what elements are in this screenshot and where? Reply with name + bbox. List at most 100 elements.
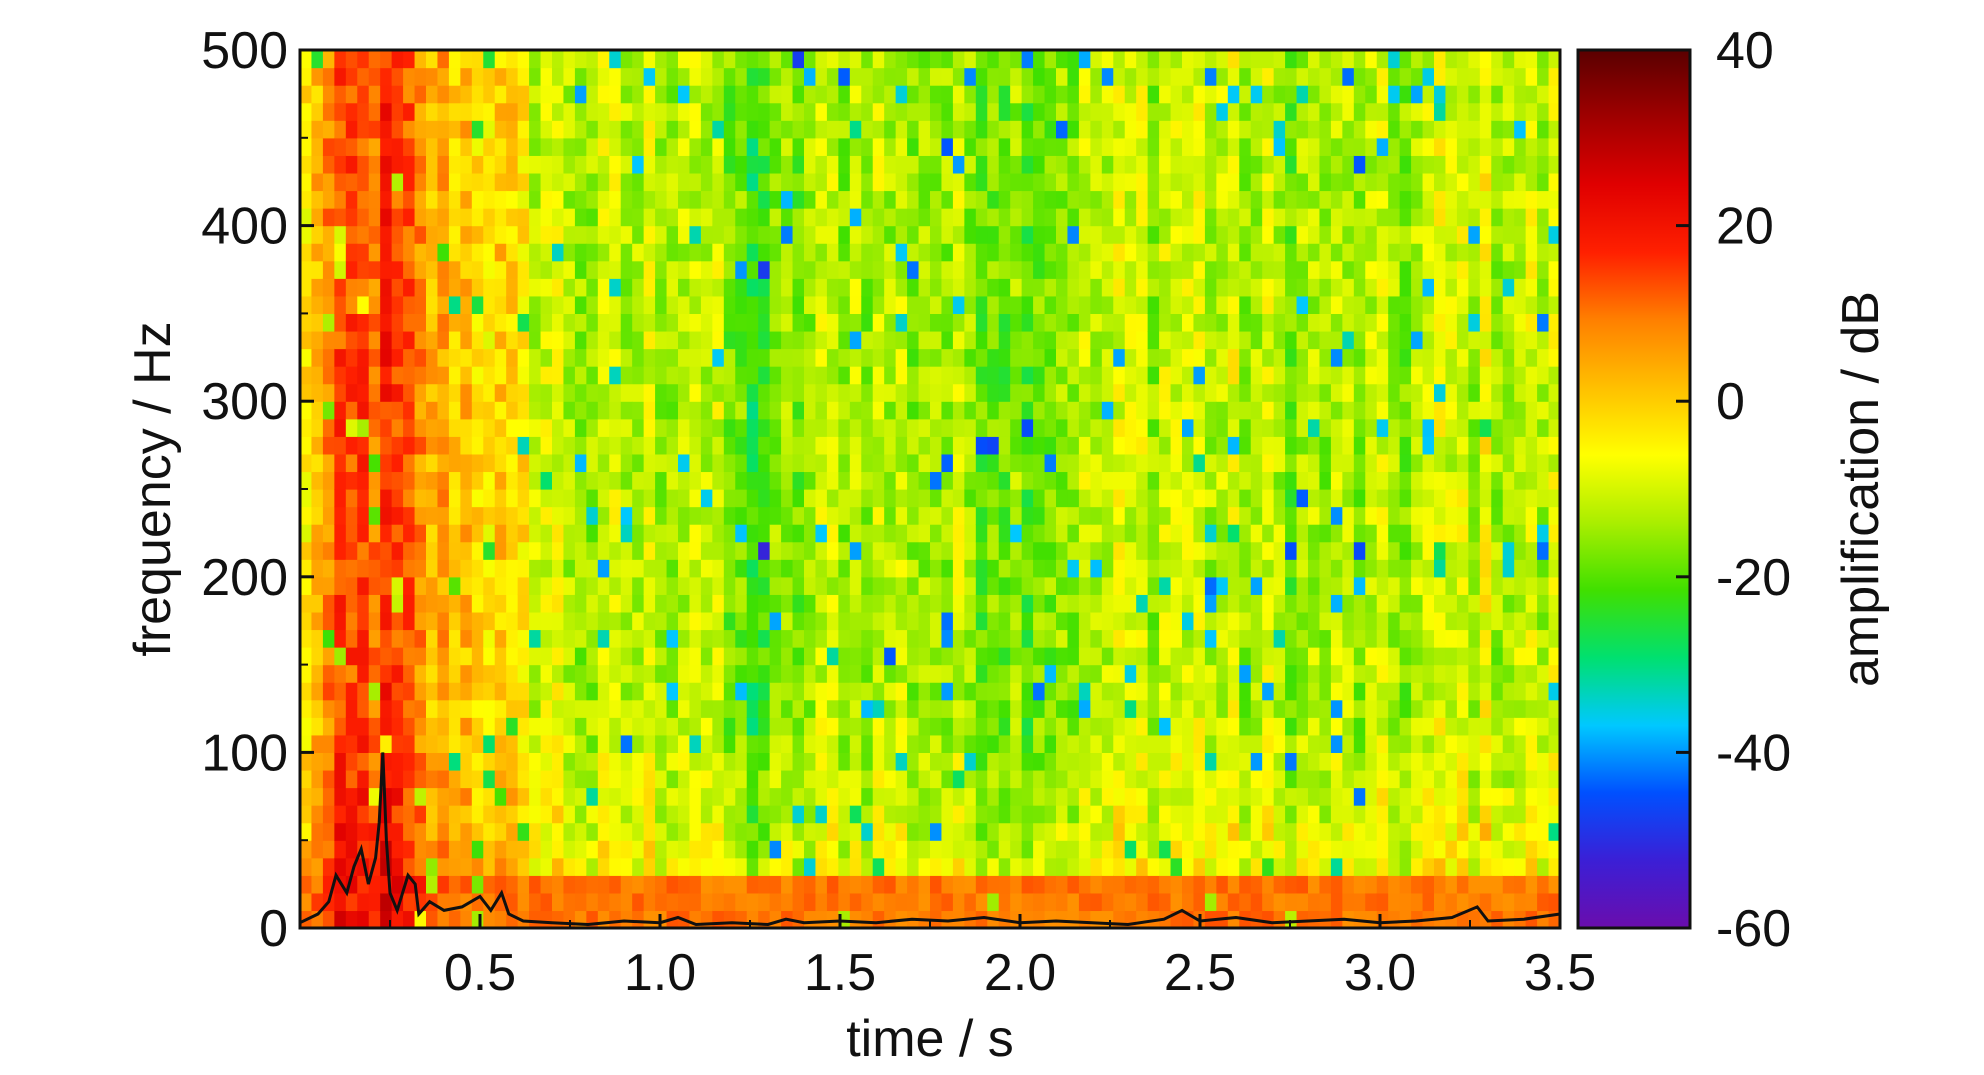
heatmap-cell <box>1285 155 1298 174</box>
heatmap-cell <box>471 401 484 420</box>
heatmap-cell <box>460 611 473 631</box>
heatmap-cell <box>632 506 645 525</box>
heatmap-cell <box>414 436 427 455</box>
heatmap-cell <box>1239 524 1252 543</box>
heatmap-cell <box>300 330 313 350</box>
heatmap-cell <box>1101 752 1114 771</box>
heatmap-cell <box>712 629 725 648</box>
heatmap-cell <box>1296 857 1309 876</box>
heatmap-cell <box>964 734 977 753</box>
heatmap-cell <box>460 875 473 894</box>
heatmap-cell <box>952 541 965 560</box>
heatmap-cell <box>1365 594 1378 613</box>
heatmap-cell <box>678 401 691 420</box>
heatmap-cell <box>1159 892 1172 912</box>
heatmap-cell <box>632 717 645 736</box>
heatmap-cell <box>1227 225 1240 244</box>
heatmap-cell <box>987 418 1000 437</box>
heatmap-cell <box>781 857 794 876</box>
heatmap-cell <box>563 699 576 718</box>
heatmap-cell <box>746 383 759 402</box>
heatmap-cell <box>1090 225 1103 244</box>
heatmap-cell <box>1365 155 1378 174</box>
heatmap-cell <box>620 787 633 806</box>
heatmap-cell <box>884 85 897 104</box>
heatmap-cell <box>758 857 771 876</box>
heatmap-cell <box>1204 418 1217 437</box>
heatmap-cell <box>1376 682 1389 701</box>
heatmap-cell <box>1216 120 1229 139</box>
heatmap-cell <box>781 875 794 894</box>
heatmap-cell <box>758 313 771 332</box>
heatmap-cell <box>907 471 920 490</box>
heatmap-cell <box>1273 594 1286 613</box>
heatmap-cell <box>1365 120 1378 139</box>
heatmap-cell <box>987 524 1000 543</box>
heatmap-cell <box>918 471 931 490</box>
heatmap-cell <box>1342 717 1355 736</box>
heatmap-cell <box>769 102 782 121</box>
heatmap-cell <box>998 629 1011 648</box>
heatmap-cell <box>1388 910 1401 929</box>
heatmap-cell <box>964 541 977 560</box>
heatmap-cell <box>632 137 645 156</box>
heatmap-cell <box>1411 137 1424 156</box>
heatmap-cell <box>471 172 484 192</box>
heatmap-cell <box>529 313 542 332</box>
heatmap-cell <box>414 682 427 701</box>
heatmap-cell <box>1330 50 1343 69</box>
heatmap-cell <box>964 120 977 139</box>
heatmap-cell <box>1010 682 1023 701</box>
heatmap-cell <box>1330 401 1343 420</box>
heatmap-cell <box>826 208 839 227</box>
heatmap-cell <box>804 243 817 262</box>
heatmap-cell <box>345 155 358 174</box>
heatmap-cell <box>1101 559 1114 578</box>
heatmap-cell <box>1250 208 1263 227</box>
heatmap-cell <box>930 857 943 876</box>
heatmap-cell <box>300 699 313 718</box>
heatmap-cell <box>311 506 324 525</box>
heatmap-cell <box>586 348 599 367</box>
heatmap-cell <box>1021 155 1034 174</box>
heatmap-cell <box>1273 120 1286 139</box>
heatmap-cell <box>1101 805 1114 824</box>
heatmap-cell <box>391 225 404 244</box>
heatmap-cell <box>1434 506 1447 525</box>
heatmap-cell <box>998 787 1011 806</box>
heatmap-cell <box>380 682 393 701</box>
heatmap-cell <box>471 647 484 666</box>
heatmap-cell <box>368 278 381 297</box>
heatmap-cell <box>861 190 874 209</box>
heatmap-cell <box>609 418 622 437</box>
heatmap-cell <box>414 875 427 894</box>
heatmap-cell <box>975 805 988 824</box>
heatmap-cell <box>632 910 645 929</box>
heatmap-cell <box>952 418 965 437</box>
heatmap-cell <box>998 190 1011 209</box>
heatmap-cell <box>1033 822 1046 841</box>
heatmap-cell <box>1021 787 1034 806</box>
heatmap-cell <box>300 278 313 297</box>
heatmap-cell <box>334 418 347 437</box>
heatmap-cell <box>483 541 496 560</box>
heatmap-cell <box>552 453 565 473</box>
heatmap-cell <box>804 190 817 209</box>
heatmap-cell <box>895 172 908 192</box>
heatmap-cell <box>345 436 358 455</box>
heatmap-cell <box>735 524 748 543</box>
heatmap-cell <box>552 401 565 420</box>
heatmap-cell <box>1388 840 1401 859</box>
heatmap-cell <box>517 418 530 437</box>
heatmap-cell <box>700 401 713 420</box>
heatmap-cell <box>930 752 943 771</box>
heatmap-cell <box>311 208 324 227</box>
heatmap-cell <box>1376 471 1389 490</box>
heatmap-cell <box>1239 50 1252 69</box>
heatmap-cell <box>792 471 805 490</box>
heatmap-cell <box>483 471 496 490</box>
heatmap-cell <box>448 190 461 209</box>
heatmap-cell <box>1056 664 1069 683</box>
heatmap-cell <box>517 67 530 86</box>
heatmap-cell <box>1273 225 1286 244</box>
